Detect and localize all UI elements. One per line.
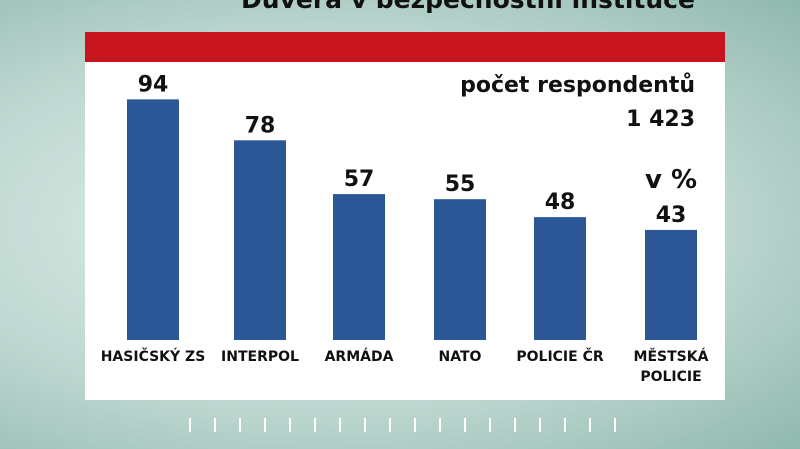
panel bbox=[85, 62, 725, 400]
bar bbox=[645, 229, 697, 340]
x-tick-label: HASIČSKÝ ZS bbox=[100, 349, 206, 365]
x-tick-label: POLICIE ČR bbox=[516, 349, 604, 365]
annotation: 1 423 bbox=[626, 107, 695, 132]
bar bbox=[534, 217, 586, 340]
bar bbox=[434, 199, 486, 340]
value-label: 78 bbox=[245, 113, 276, 138]
value-label: 94 bbox=[138, 72, 169, 97]
bar bbox=[234, 140, 286, 340]
x-tick-label: ARMÁDA bbox=[324, 349, 394, 365]
x-tick-label: NATO bbox=[438, 349, 482, 365]
value-label: 48 bbox=[545, 190, 576, 215]
value-label: 55 bbox=[445, 172, 476, 197]
chart-title: Důvěra v bezpečnostní instituce bbox=[241, 0, 695, 14]
bar bbox=[127, 99, 179, 340]
x-tick-label: MĚSTSKÁ POLICIE bbox=[633, 349, 709, 385]
bar bbox=[333, 194, 385, 340]
x-tick-label: INTERPOL bbox=[221, 349, 299, 365]
annotation: v % bbox=[645, 165, 697, 195]
value-label: 43 bbox=[656, 203, 687, 228]
value-label: 57 bbox=[344, 167, 375, 192]
decor-ticks bbox=[189, 418, 616, 432]
annotation: počet respondentů bbox=[460, 73, 695, 98]
title-band bbox=[85, 32, 725, 62]
